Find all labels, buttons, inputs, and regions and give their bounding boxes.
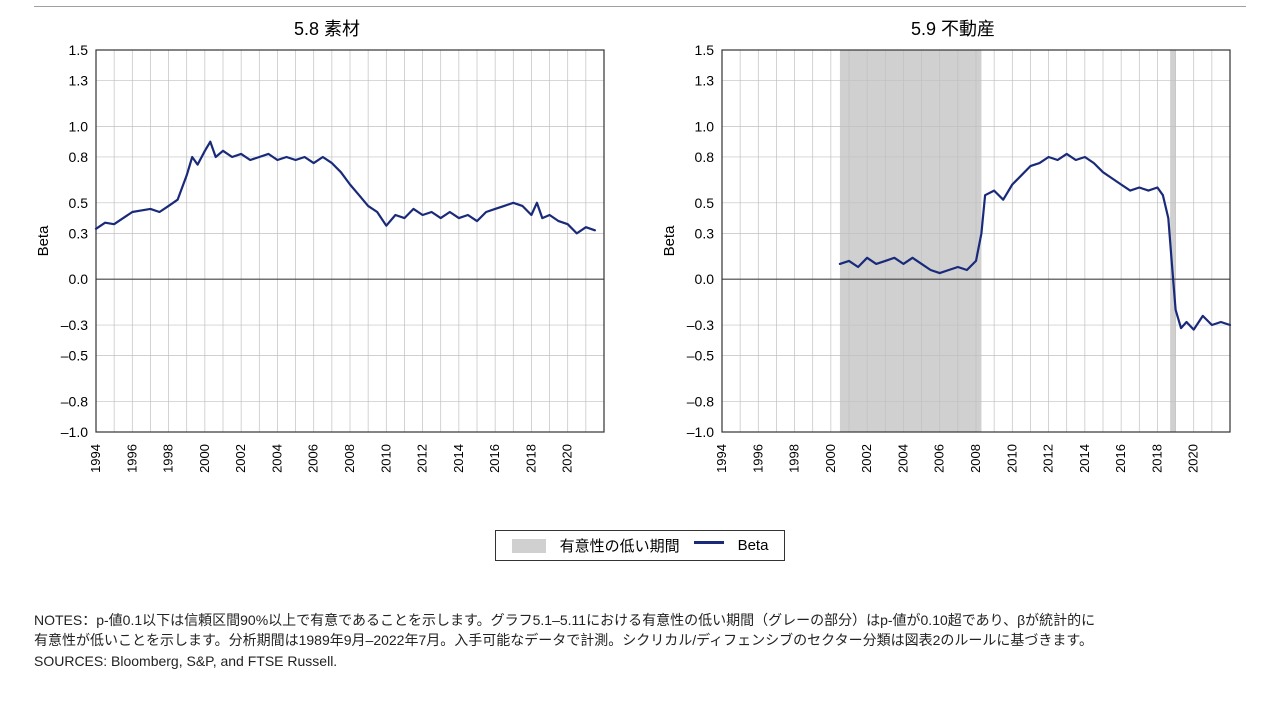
svg-text:–0.5: –0.5 [61,348,88,364]
chart-real-estate: 5.9 不動産 1.5 1.3 1.0 0.8 0.5 0.3 0.0 –0.3 –0.5 –0.… [660,18,1246,518]
legend: 有意性の低い期間 Beta [0,530,1280,561]
svg-text:2008: 2008 [968,444,983,473]
svg-text:0.5: 0.5 [695,195,715,211]
chart-title-materials: 5.8 素材 [34,18,620,44]
svg-text:1.0: 1.0 [695,118,715,134]
svg-text:0.8: 0.8 [695,149,715,165]
svg-text:2006: 2006 [306,444,321,473]
svg-text:2000: 2000 [197,444,212,473]
svg-text:–0.3: –0.3 [687,317,714,333]
svg-text:2014: 2014 [1077,444,1092,473]
svg-text:0.0: 0.0 [695,271,715,287]
svg-text:–1.0: –1.0 [687,424,714,440]
svg-text:1.0: 1.0 [69,118,89,134]
legend-swatch-shade [512,539,546,553]
svg-text:2010: 2010 [378,444,393,473]
legend-swatch-line [694,541,724,544]
top-rule [34,6,1246,7]
notes-line2: 有意性が低いことを示します。分析期間は1989年9月–2022年7月。入手可能な… [34,630,1246,650]
charts-row: 5.8 素材 1.5 1.3 1.0 0.8 0.5 0.3 0.0 –0.3 –0.5 –0.8… [34,18,1246,518]
svg-text:2004: 2004 [895,444,910,473]
svg-text:1.5: 1.5 [695,44,715,58]
svg-text:2002: 2002 [859,444,874,473]
svg-text:1.5: 1.5 [69,44,89,58]
svg-text:0.0: 0.0 [69,271,89,287]
svg-text:1.3: 1.3 [695,73,715,89]
svg-text:2018: 2018 [523,444,538,473]
svg-text:–0.3: –0.3 [61,317,88,333]
svg-text:Beta: Beta [661,225,678,257]
svg-text:1998: 1998 [787,444,802,473]
svg-text:1994: 1994 [88,444,103,473]
svg-text:2010: 2010 [1004,444,1019,473]
chart-svg-real-estate: 1.5 1.3 1.0 0.8 0.5 0.3 0.0 –0.3 –0.5 –0.8 –1.0 Bet… [660,44,1240,514]
chart-svg-materials: 1.5 1.3 1.0 0.8 0.5 0.3 0.0 –0.3 –0.5 –0.8 –1.0 Bet… [34,44,614,514]
svg-text:Beta: Beta [35,225,52,257]
svg-text:2020: 2020 [560,444,575,473]
svg-text:1996: 1996 [124,444,139,473]
svg-text:0.3: 0.3 [69,225,89,241]
svg-text:1994: 1994 [714,444,729,473]
svg-text:2016: 2016 [1113,444,1128,473]
svg-text:2002: 2002 [233,444,248,473]
page: 5.8 素材 1.5 1.3 1.0 0.8 0.5 0.3 0.0 –0.3 –0.5 –0.8… [0,0,1280,720]
legend-box: 有意性の低い期間 Beta [495,530,786,561]
legend-label-shade: 有意性の低い期間 [560,535,680,556]
svg-text:2020: 2020 [1186,444,1201,473]
svg-text:2012: 2012 [1041,444,1056,473]
chart-materials: 5.8 素材 1.5 1.3 1.0 0.8 0.5 0.3 0.0 –0.3 –0.5 –0.8… [34,18,620,518]
svg-text:0.3: 0.3 [695,225,715,241]
svg-text:2006: 2006 [932,444,947,473]
svg-text:0.5: 0.5 [69,195,89,211]
chart-title-real-estate: 5.9 不動産 [660,18,1246,44]
svg-text:1998: 1998 [161,444,176,473]
svg-text:–0.5: –0.5 [687,348,714,364]
svg-text:–0.8: –0.8 [687,393,714,409]
svg-text:2014: 2014 [451,444,466,473]
svg-text:–1.0: –1.0 [61,424,88,440]
notes-line3: SOURCES: Bloomberg, S&P, and FTSE Russel… [34,651,1246,671]
svg-text:1.3: 1.3 [69,73,89,89]
svg-text:2004: 2004 [269,444,284,473]
svg-text:2012: 2012 [415,444,430,473]
svg-text:–0.8: –0.8 [61,393,88,409]
legend-label-line: Beta [738,537,769,554]
svg-text:2000: 2000 [823,444,838,473]
notes-line1: NOTES：p-値0.1以下は信頼区間90%以上で有意であることを示します。グラ… [34,610,1246,630]
svg-text:2008: 2008 [342,444,357,473]
notes: NOTES：p-値0.1以下は信頼区間90%以上で有意であることを示します。グラ… [34,610,1246,671]
svg-text:2016: 2016 [487,444,502,473]
svg-text:2018: 2018 [1149,444,1164,473]
svg-text:1996: 1996 [750,444,765,473]
svg-text:0.8: 0.8 [69,149,89,165]
